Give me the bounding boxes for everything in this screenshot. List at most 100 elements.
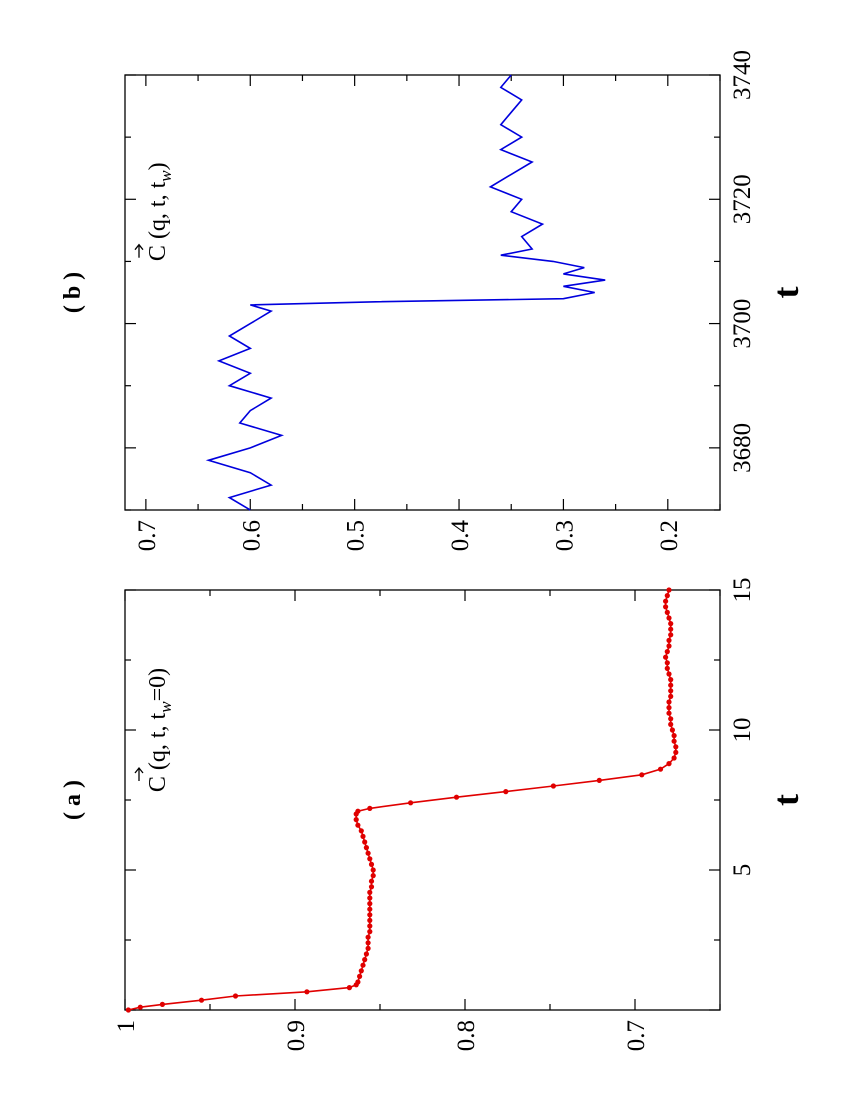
data-point (355, 822, 361, 828)
panel-a: 5 10 15 0.7 0.8 0.9 1 t ( a ) C (q, t, tw=0) (60, 578, 806, 1052)
y-tick-label: 0.4 (447, 520, 474, 552)
data-point (453, 794, 460, 800)
data-point (666, 615, 672, 621)
annotation-tail: =0) (145, 668, 171, 702)
annotation-subscript: w (156, 170, 175, 182)
data-point (663, 598, 669, 604)
data-point (365, 940, 371, 946)
y-tick-label: 0.9 (283, 1020, 310, 1051)
data-point (125, 1007, 131, 1013)
plot-frame (124, 74, 721, 511)
data-point (668, 626, 674, 632)
data-point (365, 934, 371, 940)
y-tick-label: 0.7 (623, 1020, 650, 1051)
data-point (668, 677, 674, 683)
data-point (367, 889, 373, 895)
x-tick-label: 3700 (729, 299, 756, 349)
data-point (664, 660, 670, 666)
data-point (668, 688, 674, 694)
data-point (368, 878, 375, 884)
data-point (664, 649, 670, 655)
data-point (666, 710, 672, 716)
data-point (365, 850, 371, 856)
data-point (503, 789, 509, 795)
data-point (367, 805, 373, 811)
data-point (360, 962, 366, 968)
x-axis-title: t (766, 287, 806, 299)
data-point (367, 923, 373, 929)
data-point (355, 979, 361, 985)
data-point (668, 621, 674, 627)
y-tick-label: 0.3 (551, 520, 578, 551)
data-point (673, 749, 679, 755)
data-point (550, 783, 557, 789)
data-point (367, 901, 373, 907)
data-point (666, 671, 672, 677)
y-tick-label: 0.2 (656, 520, 683, 551)
data-point (360, 833, 366, 839)
data-point (663, 654, 669, 660)
plot-frame (124, 589, 721, 1011)
data-point (368, 884, 375, 890)
data-point (370, 873, 376, 879)
data-point (666, 637, 672, 643)
vector-arrow-head (134, 243, 144, 251)
annotation-base: C (q, t, t (145, 712, 171, 792)
panel-label: ( b ) (60, 272, 86, 313)
data-point (657, 766, 664, 772)
data-point (673, 744, 679, 750)
data-point (663, 604, 669, 610)
data-point (358, 968, 364, 974)
y-tick-label: 0.5 (343, 520, 370, 551)
y-tick-label: 0.8 (453, 1020, 480, 1051)
data-point (232, 993, 239, 999)
data-point (669, 727, 676, 733)
data-point (362, 839, 368, 845)
series-line (205, 74, 606, 511)
y-tick-label: 0.6 (238, 520, 265, 551)
data-point (668, 632, 674, 638)
x-axis-title: t (766, 794, 806, 806)
data-point (367, 856, 373, 862)
annotation-tail: ) (145, 162, 171, 170)
data-point (666, 705, 672, 711)
data-point (408, 800, 414, 806)
data-point (363, 845, 369, 851)
series-line (128, 589, 677, 1011)
vector-arrow-head (134, 766, 144, 774)
data-point (353, 817, 359, 823)
data-point (668, 682, 674, 688)
data-point (367, 929, 373, 935)
data-point (370, 867, 376, 873)
x-tick-label: 3680 (729, 423, 756, 473)
panel-label: ( a ) (60, 780, 86, 820)
data-point (596, 777, 602, 783)
data-point (666, 643, 672, 649)
data-point (671, 738, 677, 744)
annotation-base: C (q, t, t (145, 181, 171, 261)
x-tick-label: 15 (729, 578, 756, 603)
curve-annotation: C (q, t, tw=0) (145, 668, 175, 792)
data-point (304, 989, 310, 995)
data-point (355, 808, 361, 814)
data-point (159, 1001, 165, 1007)
data-point (664, 665, 670, 671)
x-tick-label: 3720 (729, 174, 756, 224)
data-point (365, 945, 371, 951)
data-point (668, 721, 674, 727)
annotation-subscript: w (156, 701, 175, 713)
y-tick-label: 0.7 (134, 520, 161, 551)
data-point (368, 861, 375, 867)
data-point (367, 917, 373, 923)
x-tick-label: 3740 (729, 50, 756, 100)
data-point (346, 984, 352, 991)
data-point (664, 609, 670, 615)
y-tick-label: 1 (113, 1020, 140, 1033)
data-point (671, 755, 677, 761)
data-point (198, 997, 205, 1003)
data-point (358, 828, 364, 834)
data-point (362, 957, 368, 963)
data-point (668, 693, 674, 699)
data-point (671, 733, 677, 739)
